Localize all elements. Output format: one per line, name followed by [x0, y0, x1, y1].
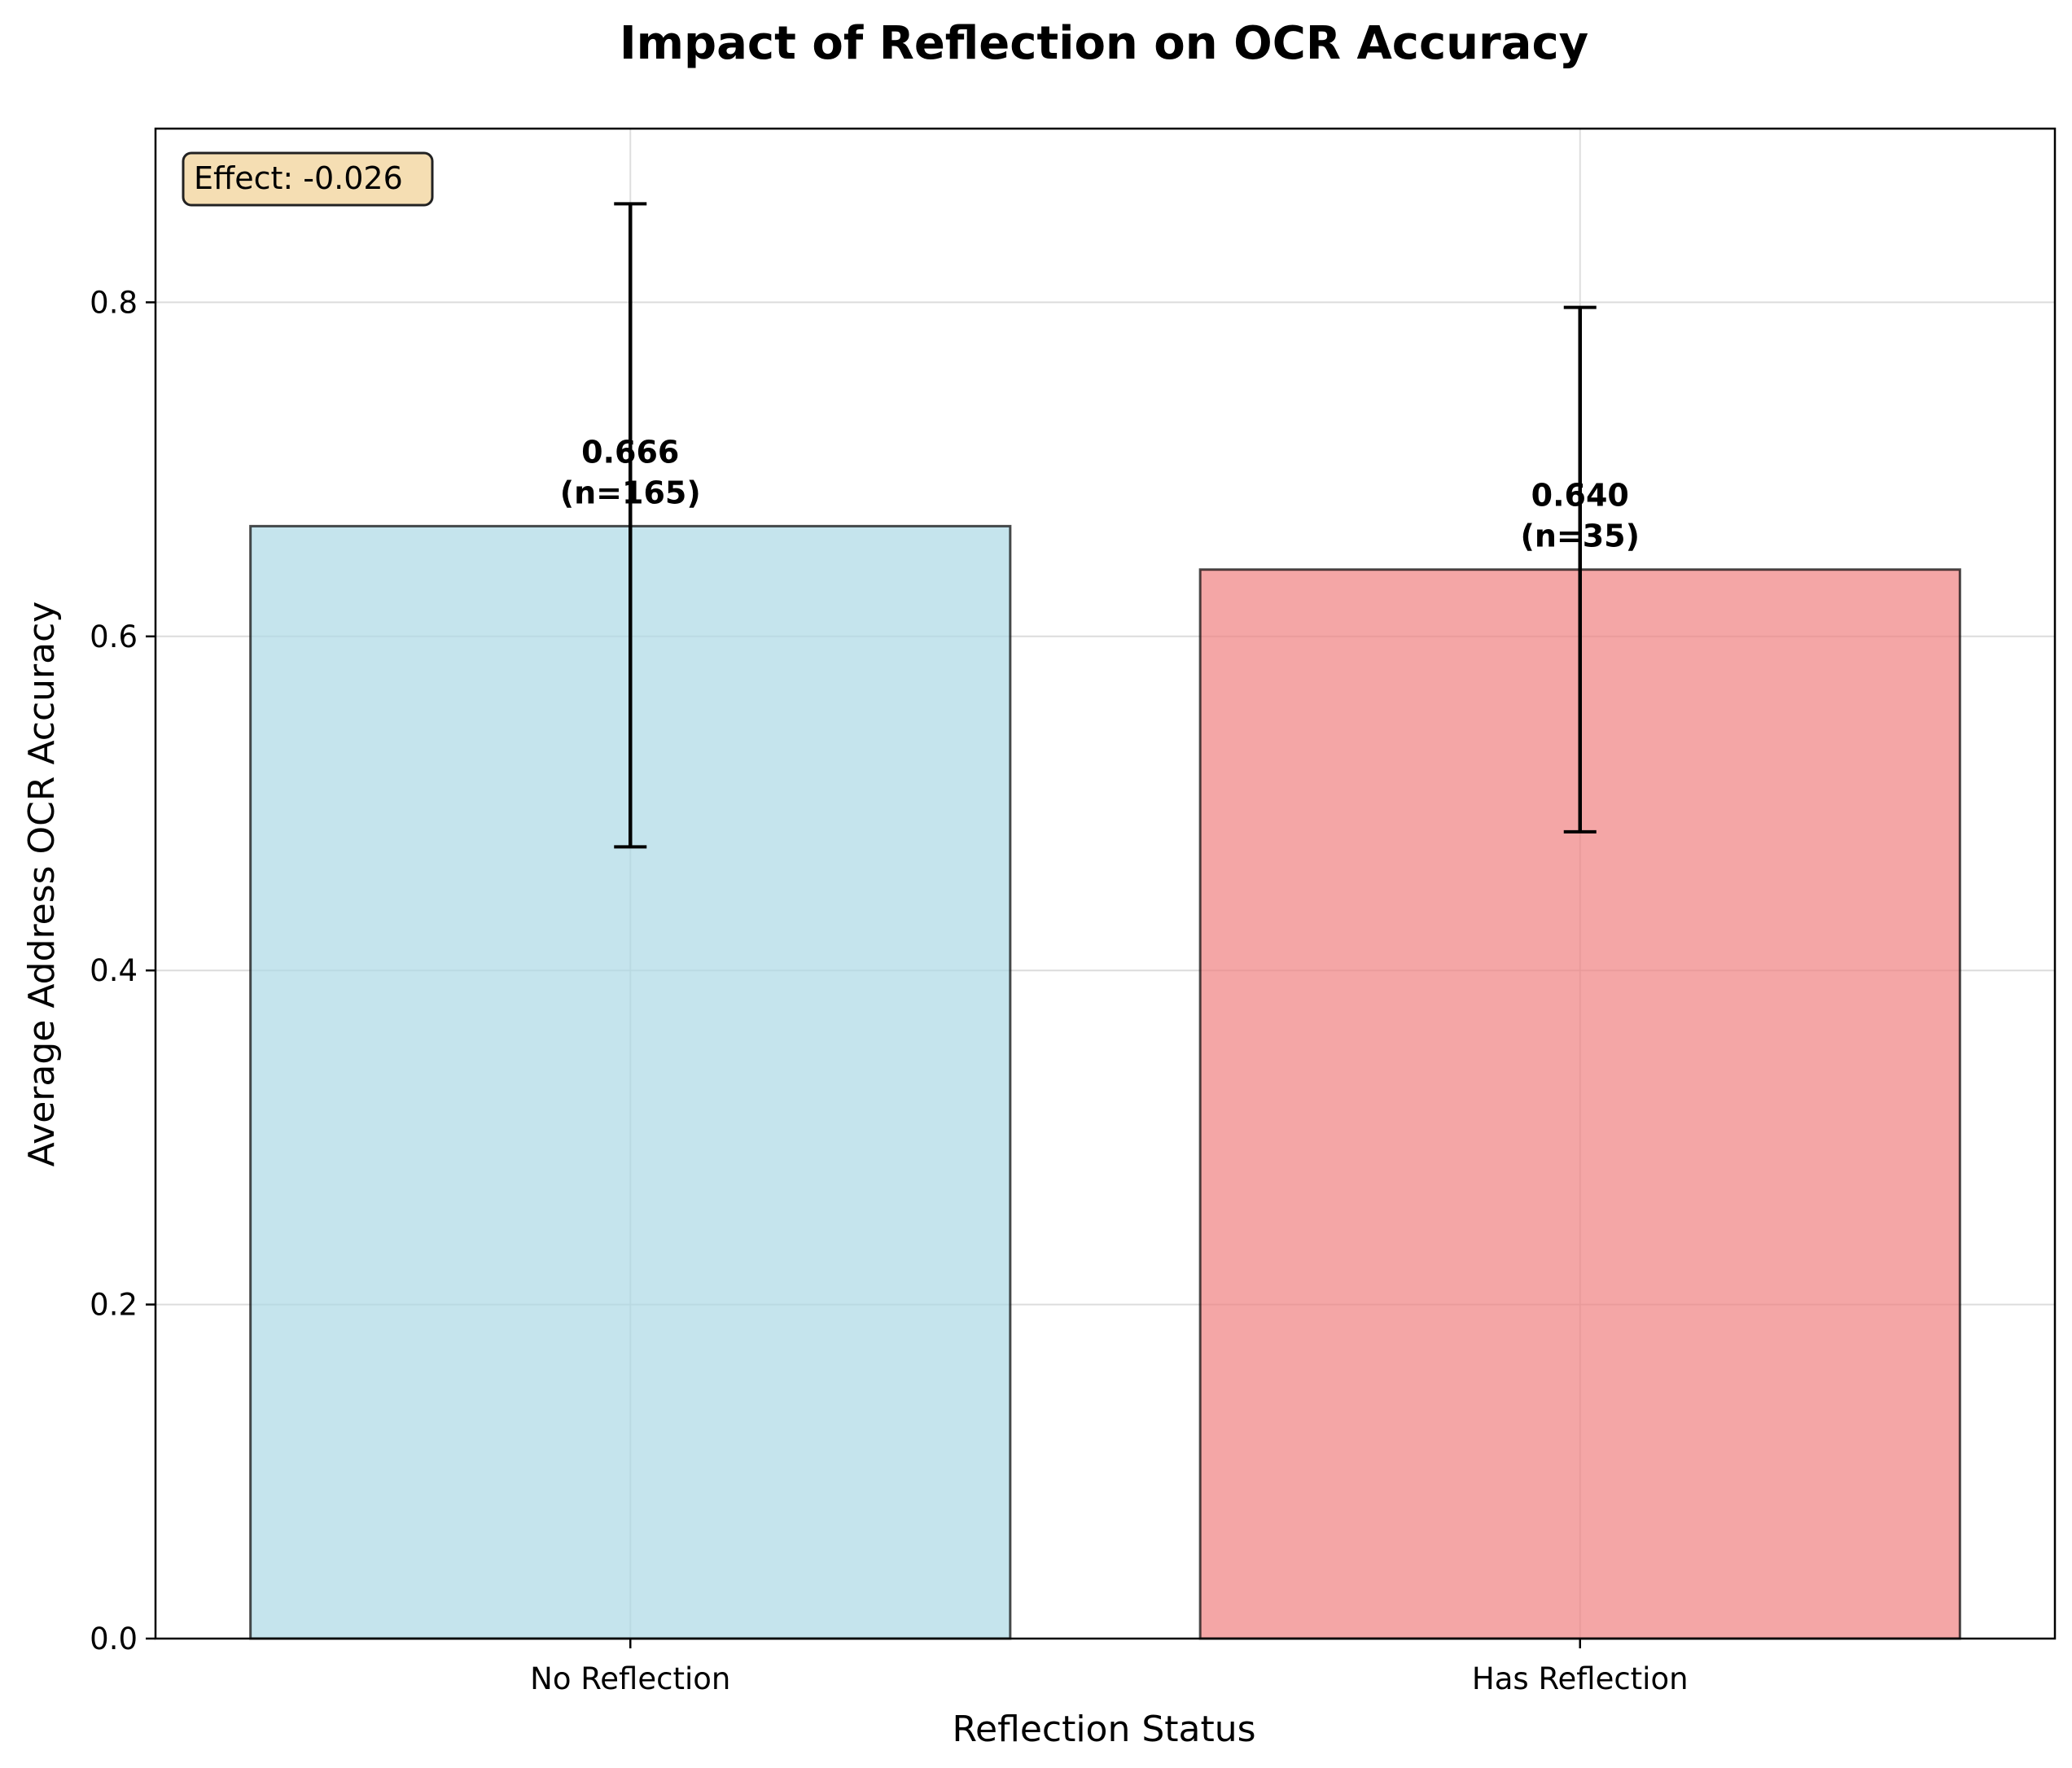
x-axis: No Reflection Has Reflection — [530, 1639, 1689, 1696]
y-axis-label: Average Address OCR Accuracy — [21, 602, 63, 1167]
count-label: (n=35) — [1520, 519, 1640, 554]
effect-annotation: Effect: -0.026 — [182, 151, 434, 207]
x-axis-label: Reflection Status — [952, 1709, 1255, 1750]
y-axis: 0.0 0.2 0.4 0.6 0.8 — [90, 285, 156, 1656]
x-tick-label: No Reflection — [530, 1661, 730, 1696]
y-tick-label: 0.6 — [90, 619, 138, 654]
y-tick-label: 0.2 — [90, 1288, 138, 1323]
count-label: (n=165) — [560, 475, 701, 510]
chart-title: Impact of Reflection on OCR Accuracy — [620, 17, 1588, 70]
bars — [249, 524, 1961, 1640]
y-tick-label: 0.8 — [90, 285, 138, 320]
plot-frame — [154, 127, 2057, 1640]
value-label: 0.640 — [1531, 478, 1629, 514]
error-bars — [614, 202, 1597, 849]
value-label: 0.666 — [581, 434, 679, 470]
data-labels: 0.666 (n=165) 0.640 (n=35) — [560, 434, 1640, 554]
y-tick-label: 0.4 — [90, 953, 138, 988]
y-tick-label: 0.0 — [90, 1621, 138, 1656]
effect-annotation-text: Effect: -0.026 — [194, 160, 403, 196]
x-tick-label: Has Reflection — [1472, 1661, 1689, 1696]
effect-annotation-box — [182, 151, 434, 207]
